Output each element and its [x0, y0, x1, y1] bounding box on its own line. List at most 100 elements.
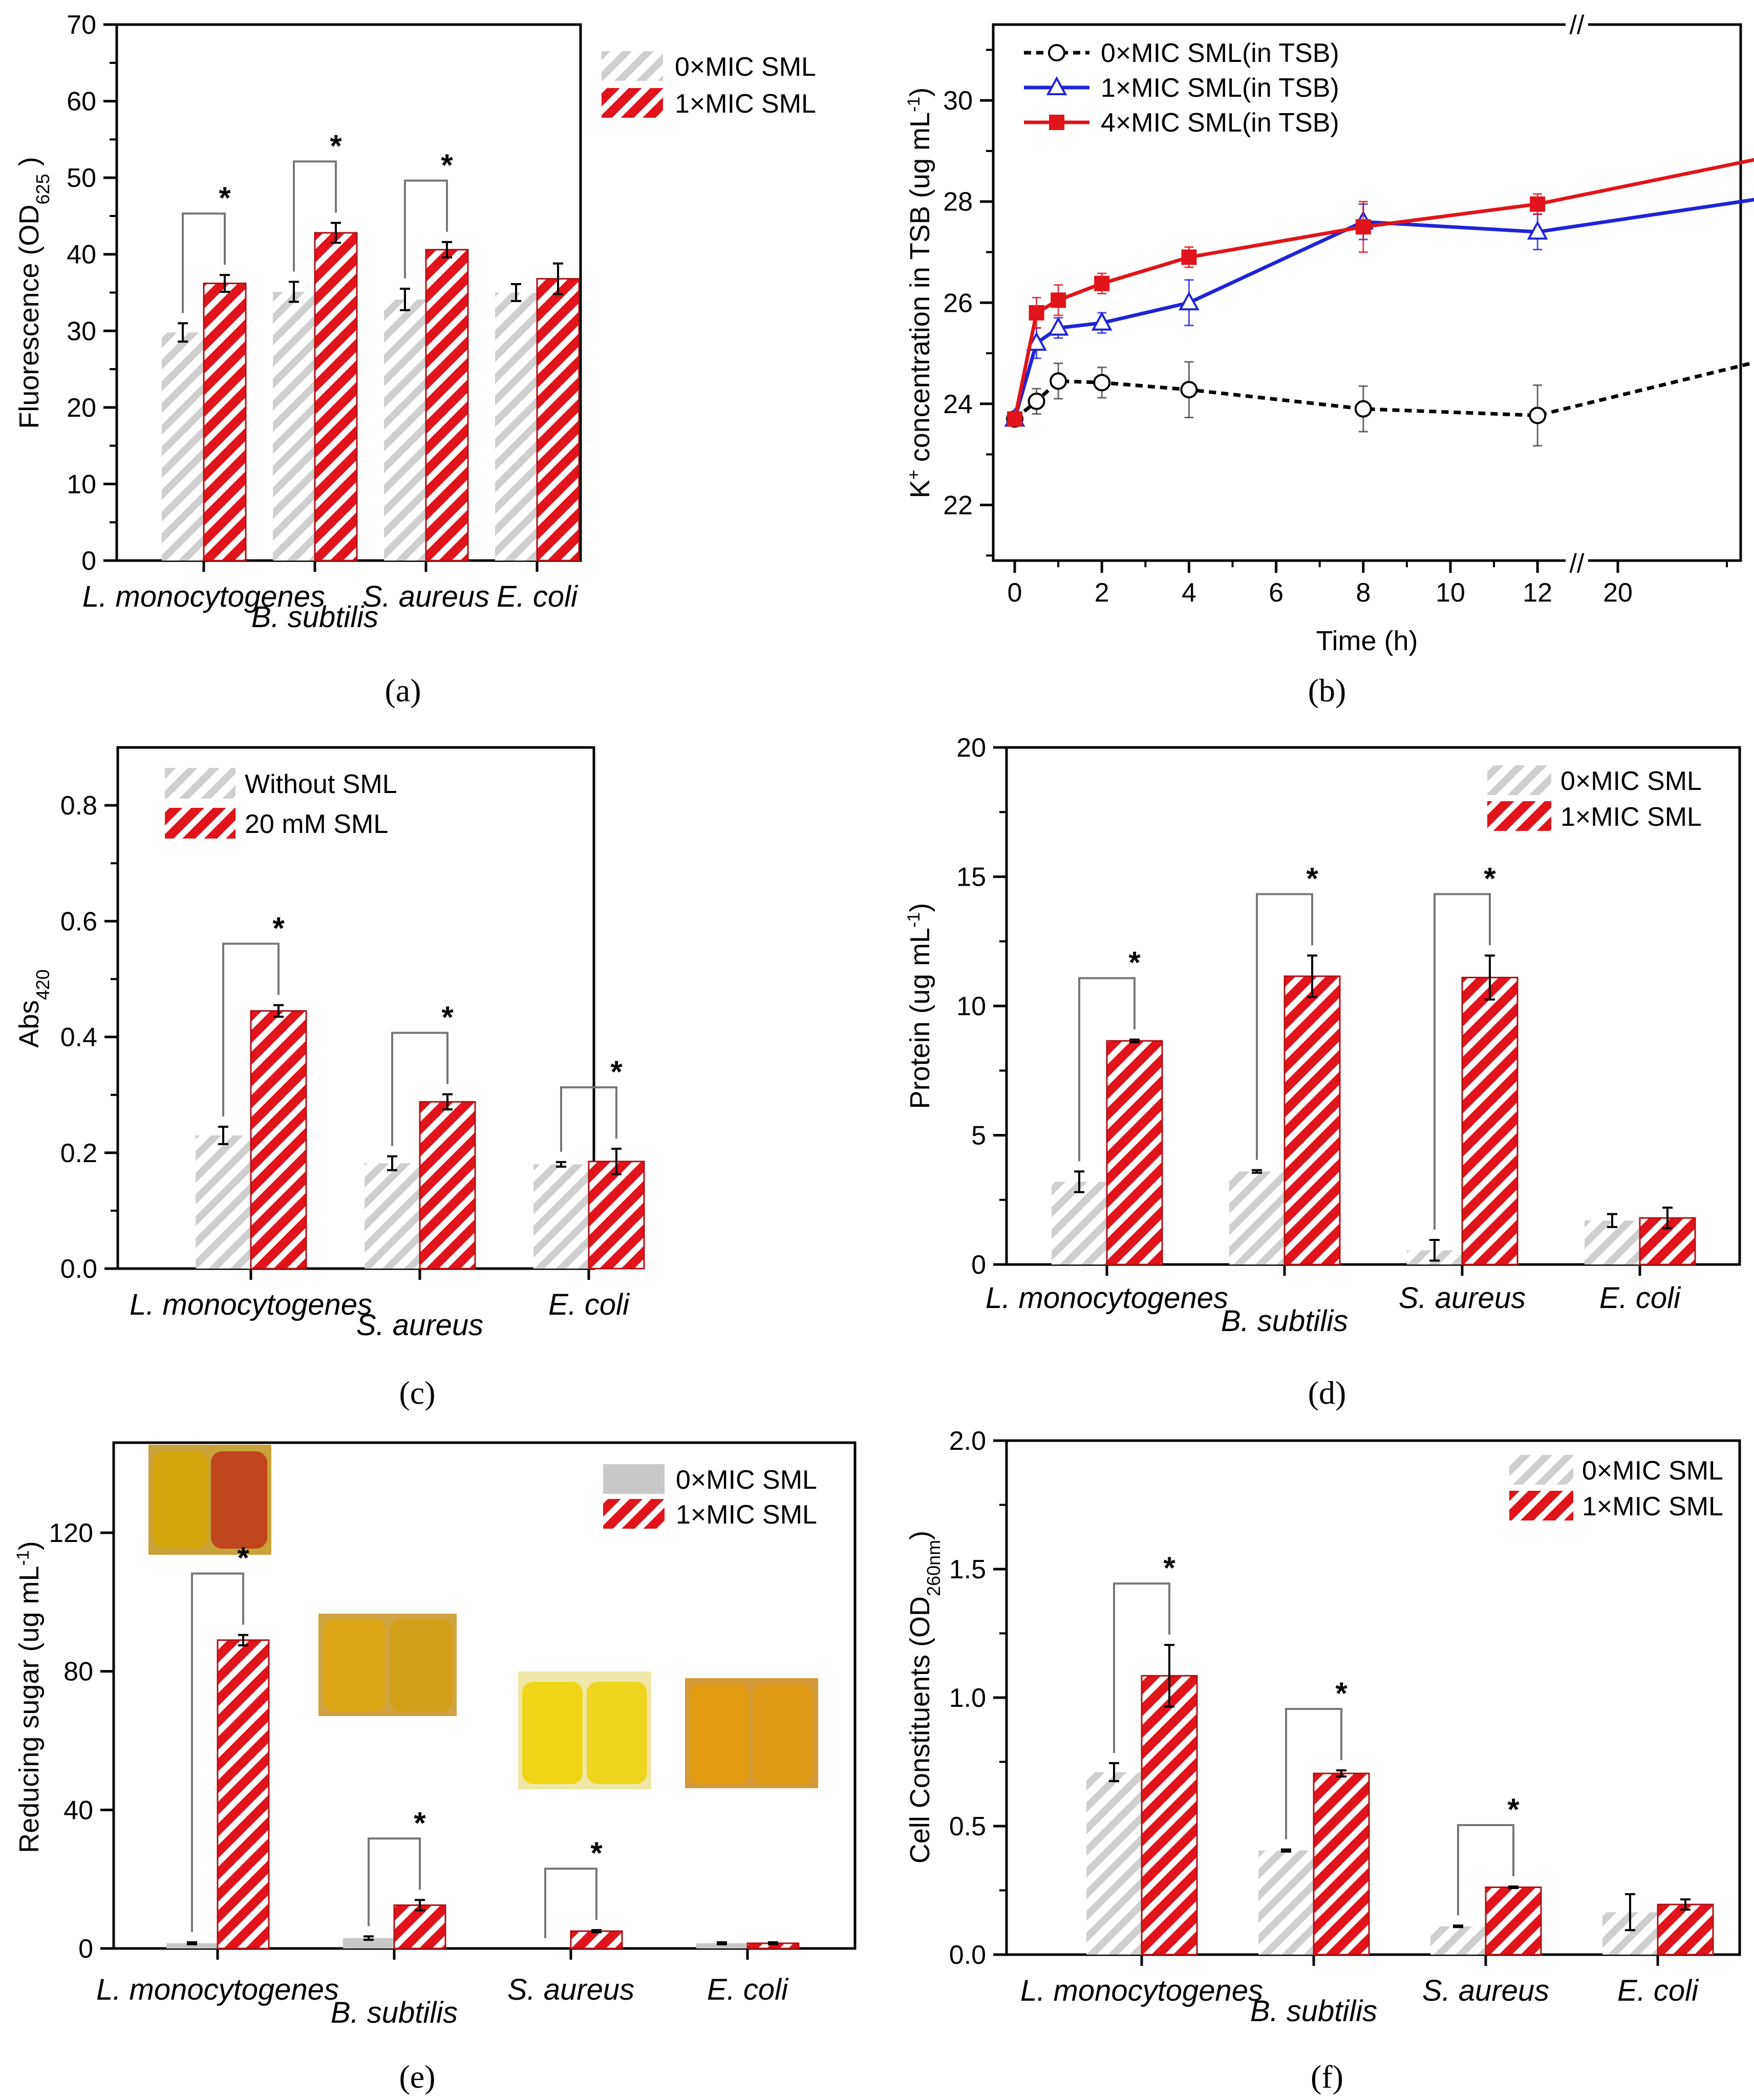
significance-bracket — [222, 942, 280, 1117]
x-tick-label: 8 — [1356, 578, 1371, 608]
x-tick-label: S. aureus — [362, 580, 489, 613]
legend-marker — [1048, 44, 1065, 61]
legend-label: 4×MIC SML(in TSB) — [1101, 108, 1339, 138]
x-tick-label: E. coli — [548, 1288, 630, 1321]
legend-label-treated: 1×MIC SML — [675, 89, 816, 119]
data-point — [1529, 406, 1547, 424]
y-axis-label-mid: concentration in TSB (ug mL — [905, 112, 935, 469]
panel-a: 0 10 20 30 40 50 60 70 L. monocytogenes * B. subt… — [14, 10, 816, 709]
data-point — [1091, 311, 1113, 331]
y-axis-label-main: Cell Constituents (OD — [905, 1596, 935, 1863]
bar-control — [162, 332, 204, 561]
y-axis: 0.0 0.2 0.4 0.6 0.8 — [60, 791, 118, 1284]
bar-control — [365, 1163, 420, 1269]
bar-treated — [1284, 975, 1341, 1266]
series-4xmic-line — [1013, 158, 1754, 420]
tube-photo-l-monocytogenes — [148, 1445, 271, 1555]
legend: 0×MIC SML 1×MIC SML — [1509, 1455, 1723, 1522]
significance-bracket — [1285, 1708, 1342, 1839]
significance-bracket — [404, 179, 448, 279]
y-tick-label: 40 — [67, 240, 96, 270]
legend-label-control: 0×MIC SML — [1560, 766, 1702, 796]
data-point — [1050, 372, 1067, 390]
legend-swatch-treated — [1509, 1491, 1573, 1520]
x-tick-label: B. subtilis — [1250, 1995, 1377, 2028]
significance-marker: * — [1507, 1792, 1520, 1827]
legend-swatch-treated — [602, 88, 663, 118]
legend-label: 1×MIC SML(in TSB) — [1101, 73, 1339, 103]
panel-e: 0 40 80 120 L. monocytogenes * B. subtilis * S.… — [13, 1441, 857, 2095]
tube-control — [153, 1451, 208, 1549]
bar-treated — [1313, 1772, 1370, 1956]
x-tick-label: L. monocytogenes — [82, 580, 325, 613]
y-axis-label-main: K — [905, 480, 935, 498]
y-axis-label: Reducing sugar (ug mL-1) — [13, 1541, 45, 1853]
tube-photo-e-coli — [685, 1678, 818, 1788]
y-axis: 0 5 10 15 20 — [956, 733, 1007, 1280]
legend-label-control: Without SML — [245, 769, 397, 799]
data-point — [1527, 220, 1548, 240]
bar-treated — [1485, 1886, 1542, 1956]
significance-bracket — [1457, 1824, 1514, 1916]
legend-swatch-treated — [603, 1499, 665, 1529]
bar-control — [1430, 1926, 1486, 1955]
bars: L. monocytogenes * B. subtilis * S. aureus * E… — [986, 862, 1696, 1338]
significance-bracket — [1434, 893, 1491, 1230]
y-axis-label-sub: 260nm — [923, 1540, 944, 1596]
significance-marker: * — [441, 1000, 454, 1035]
bars: L. monocytogenes * B. subtilis * S. aureus * E… — [82, 128, 580, 634]
bar-treated — [393, 1904, 446, 1949]
bar-treated — [419, 1101, 476, 1270]
legend-swatch-control — [1509, 1455, 1573, 1485]
legend-swatch-control — [603, 1464, 665, 1494]
y-tick-label: 0.2 — [60, 1139, 97, 1168]
legend-marker — [1049, 115, 1064, 130]
data-point — [1179, 291, 1200, 311]
panel-label: (b) — [1308, 672, 1346, 709]
data-point — [1029, 305, 1044, 321]
significance-marker: * — [330, 128, 342, 163]
x-tick-label: E. coli — [1599, 1281, 1681, 1315]
x-tick-label: 6 — [1269, 578, 1284, 608]
y-tick-label: 0 — [971, 1250, 986, 1280]
bar-control — [384, 299, 426, 561]
break-mark-bottom: // — [1570, 549, 1585, 578]
data-point — [1007, 411, 1022, 427]
y-tick-label: 20 — [956, 733, 986, 763]
bar-treated — [536, 278, 580, 562]
y-tick-label: 0 — [81, 546, 96, 576]
x-tick-label: B. subtilis — [251, 601, 378, 634]
panel-label: (e) — [399, 2059, 435, 2095]
y-tick-label: 15 — [956, 863, 986, 892]
data-point — [1181, 249, 1197, 265]
x-tick-label: L. monocytogenes — [986, 1281, 1228, 1315]
bar-control — [273, 292, 315, 561]
y-tick-label: 1.5 — [949, 1555, 986, 1584]
tube-treated — [587, 1682, 647, 1784]
y-tick-label: 40 — [63, 1795, 93, 1825]
y-tick-label: 80 — [63, 1657, 93, 1687]
y-axis-label-sup: -1 — [13, 1550, 33, 1566]
tube-control — [689, 1684, 750, 1784]
bar-control — [196, 1135, 251, 1269]
y-tick-label: 10 — [67, 469, 96, 499]
x-tick-label: E. coli — [1617, 1974, 1699, 2007]
legend-swatch-treated — [165, 808, 236, 839]
y-axis-label-sup2: -1 — [904, 97, 924, 112]
bar-control — [533, 1164, 589, 1269]
panel-b: 22242628300246810122025 // // 0×MIC SML(… — [904, 10, 1754, 709]
y-axis-label-tail: ) — [14, 1541, 45, 1550]
significance-bracket — [1256, 893, 1313, 1160]
break-gap-bottom — [1566, 549, 1588, 574]
y-tick-label: 28 — [943, 187, 973, 217]
significance-bracket — [368, 1837, 421, 1926]
y-axis-label-tail: ) — [14, 157, 45, 174]
significance-bracket — [544, 1868, 597, 1938]
y-axis-label: Cell Constituents (OD260nm) — [905, 1531, 944, 1863]
panel-label: (c) — [399, 1375, 435, 1411]
y-tick-label: 30 — [943, 86, 973, 116]
significance-marker: * — [219, 181, 231, 215]
bar-control — [1229, 1171, 1285, 1265]
y-axis-label-main: Fluorescence (OD — [14, 204, 45, 428]
legend-label-treated: 1×MIC SML — [1582, 1492, 1723, 1522]
